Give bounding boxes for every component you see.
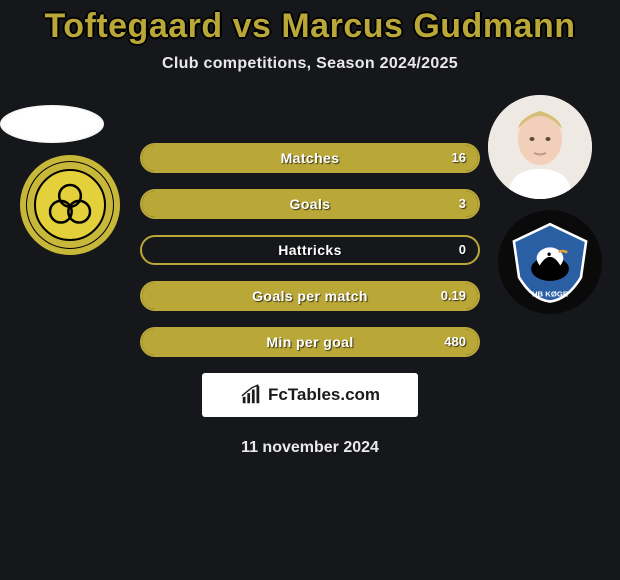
bar-chart-icon (240, 384, 262, 406)
stat-value-right: 3 (459, 191, 466, 217)
stat-bar: Min per goal480 (140, 327, 480, 357)
stat-bars: Matches16 Goals3 Hattricks0 Goals per match… (140, 143, 480, 357)
stat-label: Hattricks (142, 237, 478, 263)
brand-watermark: FcTables.com (202, 373, 418, 417)
stat-value-right: 480 (444, 329, 466, 355)
stat-label: Goals (142, 191, 478, 217)
player2-club-badge: HB KØGE (498, 210, 602, 314)
stat-label: Goals per match (142, 283, 478, 309)
club-rings-icon (34, 169, 106, 241)
page-title: Toftegaard vs Marcus Gudmann (0, 6, 620, 47)
stat-bar: Hattricks0 (140, 235, 480, 265)
stat-bar: Goals3 (140, 189, 480, 219)
brand-label: FcTables.com (268, 385, 380, 405)
stat-bar: Goals per match0.19 (140, 281, 480, 311)
player1-club-badge (20, 155, 120, 255)
stat-value-right: 16 (452, 145, 466, 171)
infographic-root: Toftegaard vs Marcus Gudmann Club compet… (0, 0, 620, 457)
player1-avatar (0, 105, 104, 143)
stat-value-right: 0 (459, 237, 466, 263)
comparison-stage: HB KØGE Matches16 Goals3 Hattricks0 Goals p… (0, 105, 620, 357)
stat-bar: Matches16 (140, 143, 480, 173)
svg-text:HB KØGE: HB KØGE (532, 289, 568, 298)
stat-label: Matches (142, 145, 478, 171)
date-stamp: 11 november 2024 (0, 439, 620, 457)
player2-avatar (488, 95, 592, 199)
stat-value-right: 0.19 (441, 283, 466, 309)
subtitle: Club competitions, Season 2024/2025 (0, 55, 620, 73)
stat-label: Min per goal (142, 329, 478, 355)
